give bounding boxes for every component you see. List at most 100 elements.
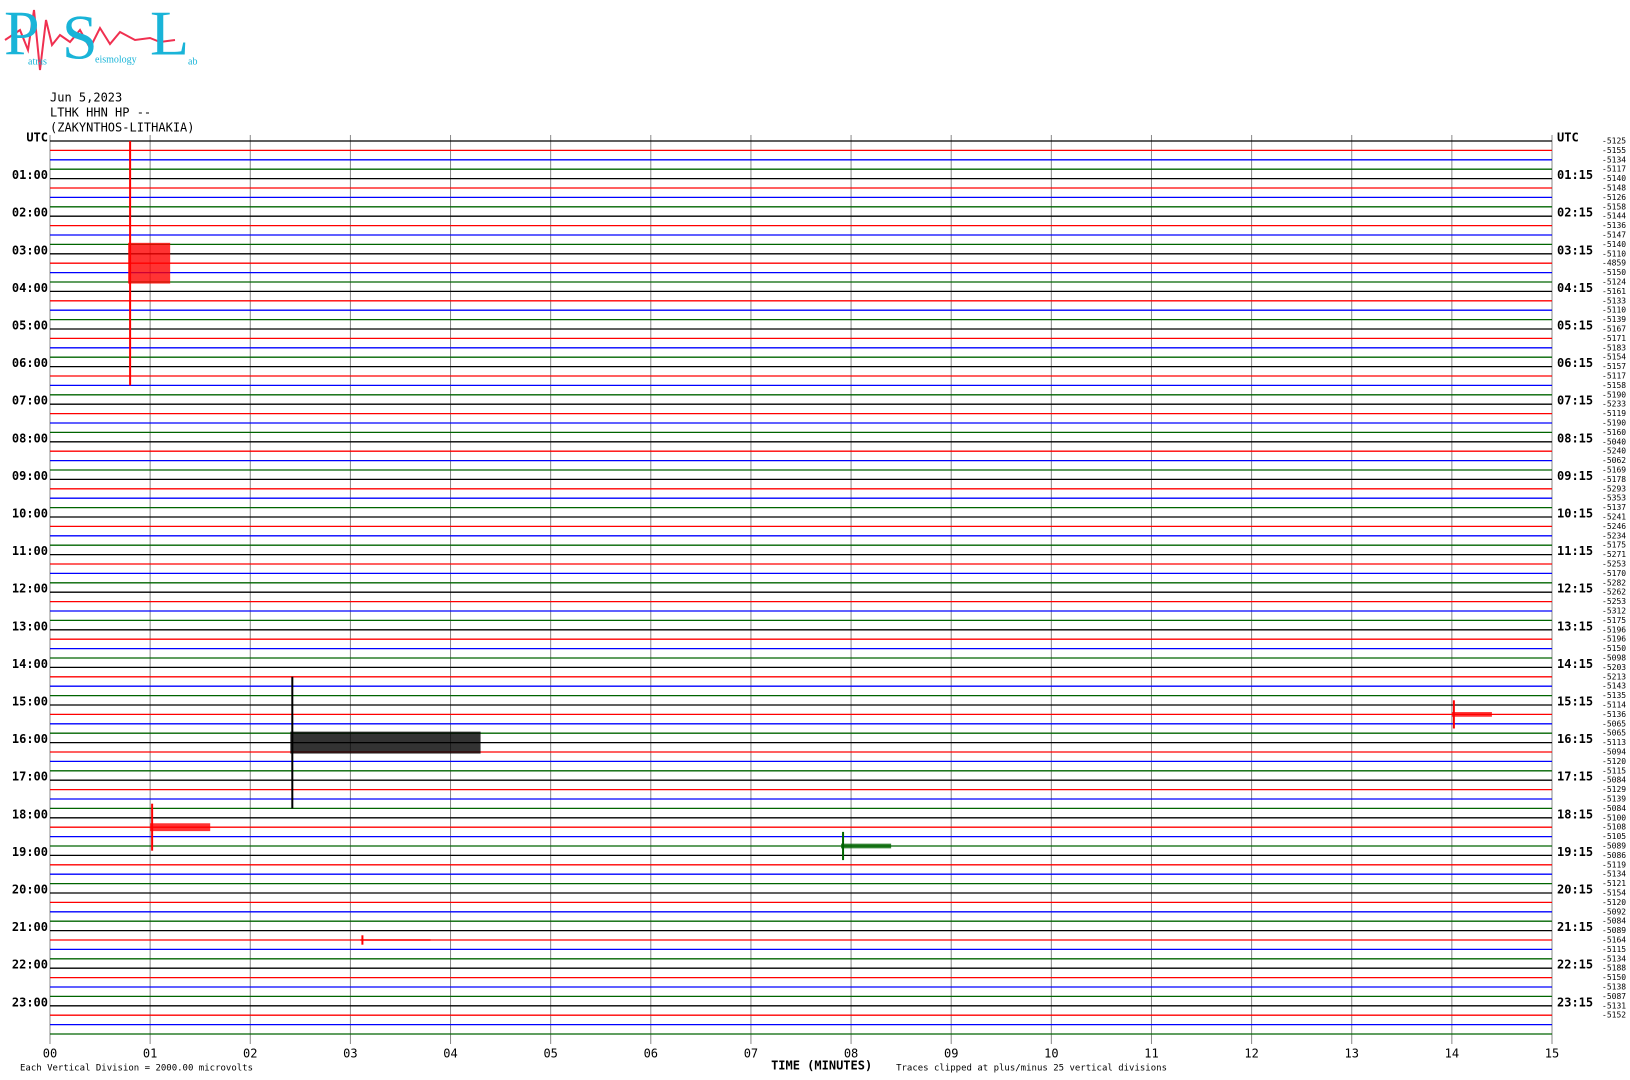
x-axis-label: TIME (MINUTES) [771, 1059, 872, 1073]
logo-letter: S [62, 2, 98, 73]
offset-label: -5150 [1602, 973, 1626, 982]
right-time-label: 01:15 [1557, 168, 1593, 182]
right-time-label: 21:15 [1557, 920, 1593, 934]
offset-label: -5160 [1602, 428, 1626, 437]
offset-label: -5136 [1602, 221, 1626, 230]
left-time-label: 19:00 [12, 845, 48, 859]
right-time-label: 11:15 [1557, 544, 1593, 558]
left-time-label: 15:00 [12, 695, 48, 709]
offset-label: -5065 [1602, 729, 1626, 738]
offset-label: -5178 [1602, 475, 1626, 484]
offset-label: -5117 [1602, 372, 1626, 381]
offset-label: -5086 [1602, 851, 1626, 860]
x-tick-label: 14 [1445, 1047, 1459, 1061]
offset-label: -5240 [1602, 447, 1626, 456]
offset-label: -5183 [1602, 343, 1626, 352]
offset-label: -5092 [1602, 907, 1626, 916]
offset-label: -5120 [1602, 898, 1626, 907]
date: Jun 5,2023 [50, 91, 122, 105]
offset-label: -5105 [1602, 832, 1626, 841]
left-time-label: 05:00 [12, 319, 48, 333]
offset-label: -5234 [1602, 531, 1626, 540]
right-time-label: 17:15 [1557, 770, 1593, 784]
event-burst [150, 823, 211, 832]
left-time-label: 10:00 [12, 507, 48, 521]
left-time-label: UTC [26, 131, 48, 145]
offset-label: -5113 [1602, 738, 1626, 747]
right-time-label: 22:15 [1557, 958, 1593, 972]
left-time-label: 12:00 [12, 582, 48, 596]
offset-label: -5129 [1602, 785, 1626, 794]
offset-label: -5157 [1602, 362, 1626, 371]
logo-letter: L [150, 0, 189, 69]
offset-label: -5114 [1602, 701, 1626, 710]
left-time-label: 11:00 [12, 544, 48, 558]
offset-label: -5094 [1602, 748, 1626, 757]
left-time-label: 16:00 [12, 732, 48, 746]
offset-label: -5175 [1602, 541, 1626, 550]
right-time-label: 12:15 [1557, 582, 1593, 596]
offset-label: -5119 [1602, 409, 1626, 418]
offset-label: -5110 [1602, 306, 1626, 315]
offset-label: -5134 [1602, 870, 1626, 879]
offset-label: -5125 [1602, 137, 1626, 146]
right-time-label: UTC [1557, 131, 1579, 145]
offset-label: -5213 [1602, 672, 1626, 681]
offset-label: -5087 [1602, 992, 1626, 1001]
offset-label: -5353 [1602, 494, 1626, 503]
offset-label: -5169 [1602, 466, 1626, 475]
x-tick-label: 05 [543, 1047, 557, 1061]
offset-label: -5164 [1602, 936, 1626, 945]
offset-label: -5262 [1602, 588, 1626, 597]
logo: P S L atras eismology ab [4, 0, 197, 73]
left-time-label: 06:00 [12, 356, 48, 370]
x-tick-label: 10 [1044, 1047, 1058, 1061]
logo-text: eismology [95, 54, 137, 65]
offset-label: -5158 [1602, 381, 1626, 390]
offset-label: -5271 [1602, 550, 1626, 559]
logo-wave [4, 9, 176, 71]
left-time-label: 03:00 [12, 243, 48, 257]
x-tick-label: 08 [844, 1047, 858, 1061]
right-time-label: 03:15 [1557, 243, 1593, 257]
offset-label: -5253 [1602, 597, 1626, 606]
x-tick-label: 09 [944, 1047, 958, 1061]
left-time-label: 02:00 [12, 206, 48, 220]
offset-label: -5065 [1602, 719, 1626, 728]
offset-label: -5188 [1602, 964, 1626, 973]
x-tick-label: 01 [143, 1047, 157, 1061]
event-burst [841, 843, 892, 849]
offset-label: -4859 [1602, 259, 1626, 268]
division-note: Each Vertical Division = 2000.00 microvo… [20, 1064, 253, 1074]
left-time-label: 08:00 [12, 431, 48, 445]
offset-label: -5110 [1602, 249, 1626, 258]
offset-label: -5131 [1602, 1001, 1626, 1010]
offset-label: -5140 [1602, 240, 1626, 249]
offset-label: -5170 [1602, 569, 1626, 578]
logo-text: atras [28, 56, 47, 67]
event-burst [290, 731, 481, 754]
right-time-label: 06:15 [1557, 356, 1593, 370]
right-time-label: 04:15 [1557, 281, 1593, 295]
offset-label: -5147 [1602, 231, 1626, 240]
x-tick-label: 07 [744, 1047, 758, 1061]
offset-label: -5246 [1602, 522, 1626, 531]
offset-label: -5293 [1602, 484, 1626, 493]
offset-label: -5120 [1602, 757, 1626, 766]
offset-label: -5121 [1602, 879, 1626, 888]
offset-label: -5115 [1602, 766, 1626, 775]
offset-label: -5155 [1602, 146, 1626, 155]
x-tick-label: 15 [1545, 1047, 1559, 1061]
x-tick-label: 13 [1345, 1047, 1359, 1061]
offset-label: -5190 [1602, 419, 1626, 428]
offset-label: -5108 [1602, 823, 1626, 832]
offset-label: -5140 [1602, 174, 1626, 183]
event-burst [360, 939, 431, 941]
right-time-label: 07:15 [1557, 394, 1593, 408]
right-time-label: 08:15 [1557, 431, 1593, 445]
offset-label: -5134 [1602, 155, 1626, 164]
offset-label: -5282 [1602, 578, 1626, 587]
right-time-label: 19:15 [1557, 845, 1593, 859]
right-time-label: 05:15 [1557, 319, 1593, 333]
right-time-label: 10:15 [1557, 507, 1593, 521]
